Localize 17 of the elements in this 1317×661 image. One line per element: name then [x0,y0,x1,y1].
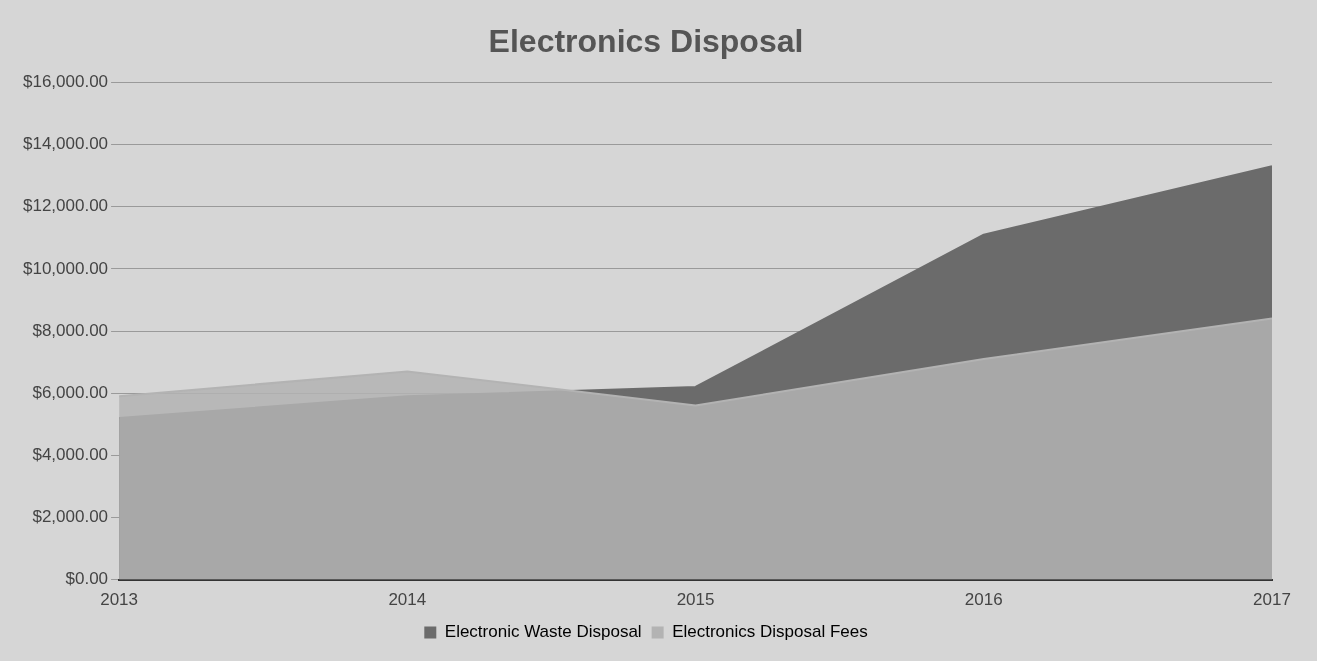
x-tick-label: 2016 [964,590,1003,610]
y-tick-label: $2,000.00 [32,507,109,527]
legend-label: Electronics Disposal Fees [672,622,868,642]
x-tick-label: 2013 [100,590,138,610]
y-tick-label: $0.00 [65,569,109,589]
y-tick-label: $8,000.00 [32,320,109,340]
y-tick-label: $12,000.00 [22,196,109,216]
y-tick-label: $4,000.00 [32,444,109,464]
chart-title: Electronics Disposal [488,23,804,60]
y-tick-label: $16,000.00 [22,72,109,92]
y-tick-label: $10,000.00 [22,258,109,278]
legend-label: Electronic Waste Disposal [444,622,642,642]
x-tick-label: 2017 [1253,590,1291,610]
x-tick-label: 2015 [676,590,715,610]
x-tick-label: 2014 [388,590,427,610]
y-tick-label: $14,000.00 [22,134,109,154]
y-tick-label: $6,000.00 [32,382,109,402]
